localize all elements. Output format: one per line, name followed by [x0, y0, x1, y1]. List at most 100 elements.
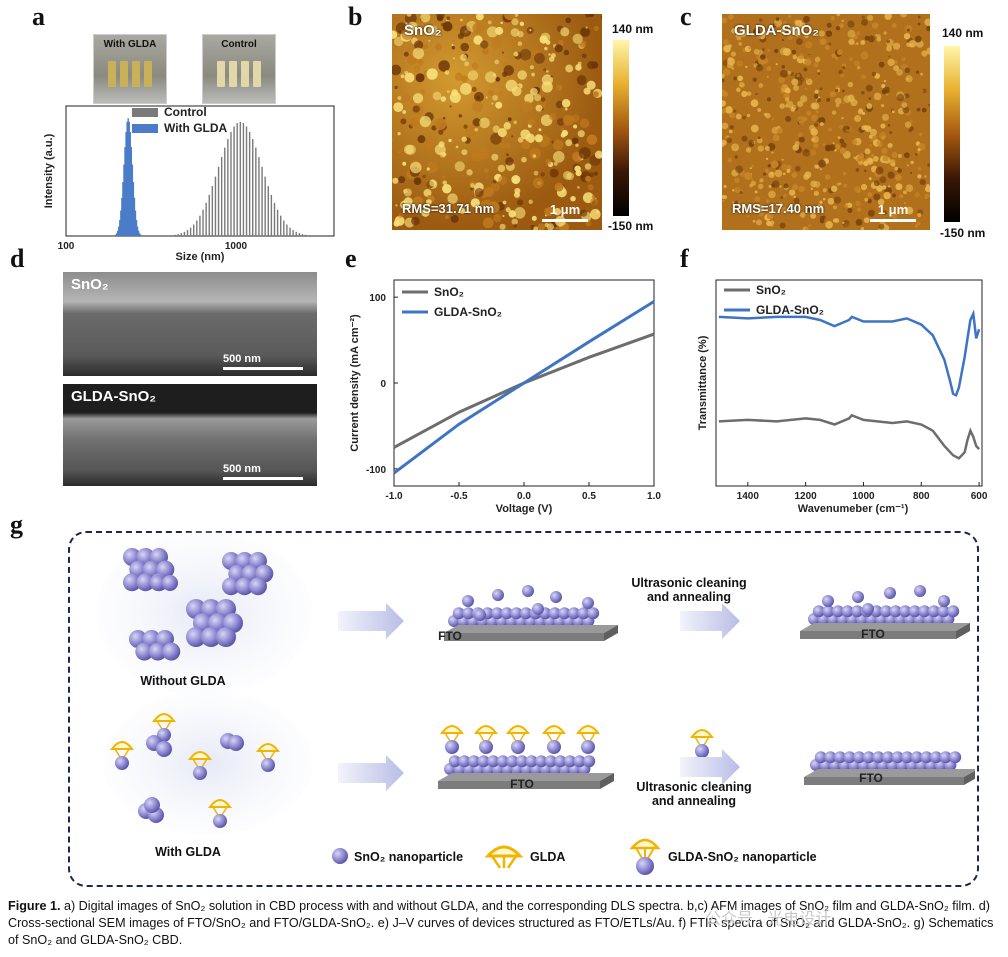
- afm-grain: [439, 151, 446, 158]
- afm-grain: [491, 153, 499, 161]
- afm-grain: [915, 70, 920, 74]
- sno2-nanoparticle: [550, 591, 562, 603]
- afm-grain: [487, 20, 492, 25]
- dls-bar: [292, 230, 294, 236]
- afm-grain: [895, 174, 902, 181]
- afm-grain: [533, 226, 539, 230]
- afm-grain: [471, 62, 479, 70]
- afm-grain: [426, 194, 432, 200]
- photo-label-control: Control: [221, 39, 257, 50]
- afm-grain: [561, 129, 569, 137]
- afm-grain: [780, 196, 784, 200]
- afm-grain: [460, 75, 468, 83]
- sno2-nanoparticle: [213, 814, 227, 828]
- afm-grain: [842, 102, 845, 105]
- afm-grain: [838, 69, 843, 75]
- afm-grain: [864, 197, 869, 202]
- afm-grain: [799, 212, 806, 218]
- afm-grain: [921, 50, 928, 57]
- afm-grain: [436, 204, 446, 213]
- sno2-nanoparticle: [695, 744, 709, 758]
- afm-grain: [734, 177, 740, 184]
- afm-grain: [579, 118, 590, 129]
- afm-grain: [836, 49, 843, 56]
- dls-bar: [126, 121, 128, 236]
- afm-grain: [835, 26, 841, 31]
- afm-grain: [786, 164, 792, 170]
- afm-grain: [412, 105, 420, 113]
- afm-grain: [534, 134, 543, 143]
- afm-grain: [540, 172, 545, 177]
- afm-grain: [544, 207, 554, 217]
- afm-grain: [778, 76, 786, 84]
- afm-grain: [446, 90, 450, 94]
- afm-grain: [917, 166, 922, 171]
- sem-title-glda-sno2: GLDA-SnO₂: [71, 388, 156, 405]
- dls-bar: [214, 176, 217, 236]
- afm-grain: [746, 214, 750, 218]
- afm-grain: [842, 66, 846, 69]
- afm-grain: [543, 68, 547, 72]
- dls-bar: [289, 227, 291, 236]
- dls-bar: [133, 197, 136, 236]
- afm-grain: [860, 90, 865, 95]
- afm-grain: [807, 54, 812, 59]
- afm-grain: [461, 136, 467, 142]
- afm-grain: [766, 97, 771, 102]
- afm-grain: [842, 171, 847, 176]
- afm-grain: [853, 43, 856, 46]
- afm-grain: [804, 58, 812, 66]
- afm-grain: [861, 18, 869, 26]
- afm-grain: [739, 81, 745, 88]
- afm-scalebar-glda-sno2: 1 μm: [870, 202, 916, 222]
- afm-grain: [875, 33, 878, 37]
- afm-grain: [400, 74, 405, 79]
- afm-grain: [722, 73, 725, 79]
- afm-grain: [857, 108, 864, 115]
- afm-grain: [435, 43, 443, 51]
- afm-grain: [412, 196, 424, 207]
- afm-grain: [449, 105, 452, 108]
- afm-grain: [482, 47, 489, 55]
- sno2-nanoparticle: [228, 735, 244, 751]
- ftir-ticks: 1400 1200 1000 800 600: [737, 482, 988, 502]
- sno2-nanoparticle: [824, 751, 837, 764]
- afm-grain: [882, 185, 887, 190]
- afm-grain: [825, 45, 830, 50]
- afm-grain: [403, 197, 413, 206]
- afm-grain: [926, 25, 930, 32]
- afm-grain: [834, 97, 842, 105]
- afm-grain: [538, 128, 542, 132]
- afm-grain: [767, 164, 772, 168]
- afm-grain: [521, 140, 531, 150]
- afm-grain: [403, 188, 412, 197]
- afm-grain: [779, 103, 785, 109]
- afm-grain: [546, 69, 549, 73]
- afm-grain: [587, 184, 594, 191]
- afm-grain: [910, 119, 913, 123]
- afm-grain: [782, 20, 788, 26]
- afm-grain: [739, 191, 743, 194]
- sno2-nanoparticle: [583, 755, 596, 768]
- afm-grain: [414, 40, 424, 50]
- x-tick-label: 600: [971, 491, 988, 502]
- vial: [144, 61, 152, 87]
- dls-bar: [283, 220, 285, 236]
- afm-grain: [495, 101, 503, 109]
- jv-ticks: -1.0 -0.5 0.0 0.5 1.0 100 0 -100: [366, 293, 661, 502]
- afm-grain: [883, 31, 887, 35]
- afm-grain: [793, 26, 799, 32]
- afm-grain: [902, 190, 907, 195]
- afm-grain: [904, 67, 911, 73]
- afm-grain: [819, 38, 827, 45]
- sno2-nanoparticle: [822, 595, 834, 607]
- afm-grain: [886, 39, 891, 44]
- afm-title-glda-sno2: GLDA-SnO₂: [734, 22, 819, 39]
- fto-substrate-top: [438, 773, 614, 781]
- afm-grain: [855, 42, 859, 45]
- glda-parachute: [208, 799, 232, 808]
- dls-bar: [119, 220, 121, 236]
- afm-grain: [562, 170, 572, 180]
- sno2-nanoparticle: [477, 755, 490, 768]
- afm-grain: [924, 185, 930, 193]
